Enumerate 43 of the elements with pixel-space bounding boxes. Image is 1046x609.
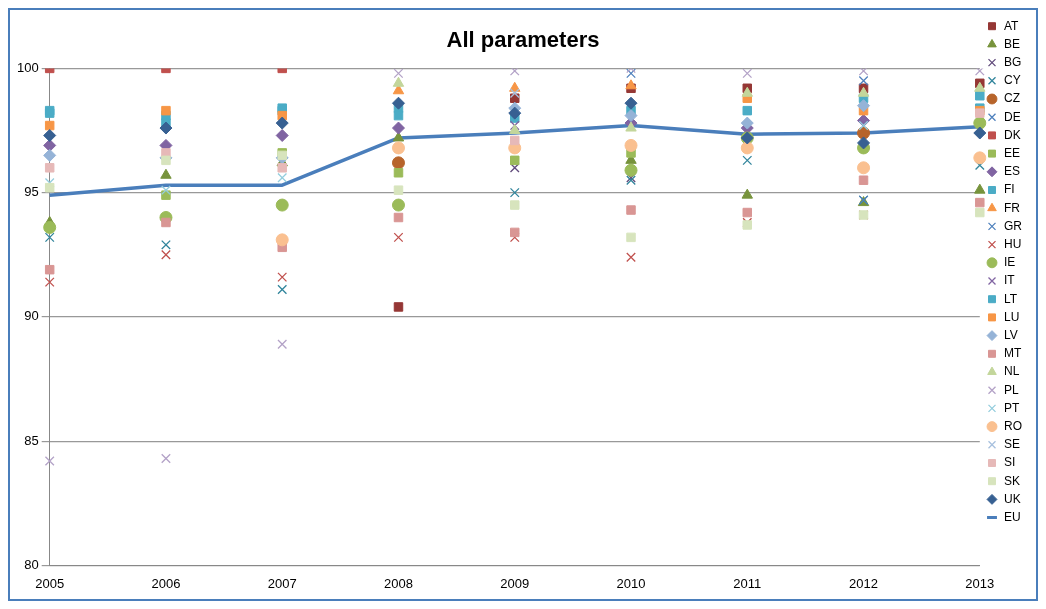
legend-label: IE (1004, 255, 1016, 270)
legend-label: BE (1004, 36, 1021, 51)
legend-label: GR (1004, 218, 1023, 233)
legend-label: LT (1004, 291, 1018, 306)
legend-label: PT (1004, 400, 1020, 415)
legend-label: HU (1004, 236, 1022, 251)
legend-label: DE (1004, 109, 1021, 124)
legend-label: IT (1004, 273, 1016, 288)
legend-label: ES (1004, 164, 1021, 179)
legend-label: AT (1004, 18, 1020, 33)
x-tick-label: 2008 (384, 575, 413, 591)
legend-label: NL (1004, 364, 1020, 379)
legend-label: FR (1004, 200, 1021, 215)
legend-label: BG (1004, 54, 1022, 69)
y-tick-label: 85 (24, 432, 39, 448)
x-tick-label: 2010 (616, 575, 646, 591)
legend-label: LU (1004, 309, 1020, 324)
legend-label: SI (1004, 455, 1016, 470)
legend-label: UK (1004, 491, 1021, 506)
legend-label: EE (1004, 145, 1021, 160)
legend-label: PL (1004, 382, 1019, 397)
chart-title: All parameters (446, 27, 600, 53)
legend-label: CY (1004, 73, 1021, 88)
x-tick-label: 2005 (35, 575, 65, 591)
legend-label: SK (1004, 473, 1021, 488)
y-tick-label: 80 (24, 556, 39, 572)
legend-label: CZ (1004, 91, 1020, 106)
y-tick-label: 95 (24, 184, 39, 200)
y-tick-label: 100 (16, 59, 39, 75)
legend-label: DK (1004, 127, 1021, 142)
legend-label: LV (1004, 327, 1018, 342)
x-tick-label: 2007 (267, 575, 297, 591)
legend-label: MT (1004, 346, 1022, 361)
x-tick-label: 2006 (151, 575, 181, 591)
x-tick-label: 2009 (500, 575, 530, 591)
legend-label: SE (1004, 437, 1021, 452)
legend-label: EU (1004, 509, 1021, 524)
legend-label: RO (1004, 418, 1022, 433)
x-tick-label: 2012 (849, 575, 878, 591)
legend-label: FI (1004, 182, 1015, 197)
x-tick-label: 2013 (965, 575, 995, 591)
y-tick-label: 90 (24, 308, 39, 324)
x-tick-label: 2011 (733, 575, 762, 591)
